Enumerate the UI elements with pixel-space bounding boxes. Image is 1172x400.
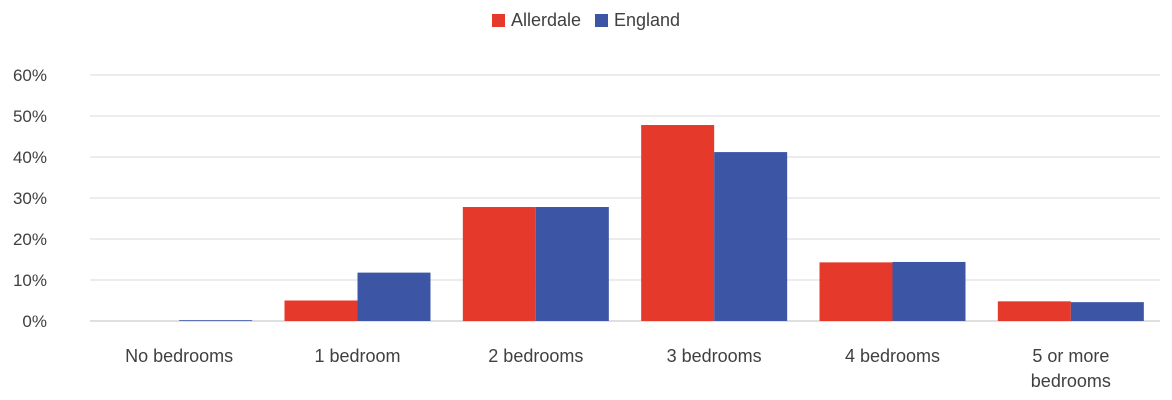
bar-allerdale xyxy=(462,207,536,321)
bar-allerdale xyxy=(641,125,715,322)
bar-england xyxy=(357,272,431,321)
bar-england xyxy=(714,152,788,321)
x-tick-label: No bedrooms xyxy=(125,346,233,366)
bar-allerdale xyxy=(819,262,893,321)
y-tick-label: 60% xyxy=(13,66,47,85)
bar-allerdale xyxy=(997,301,1071,321)
legend-item-england: England xyxy=(594,10,681,31)
bar-allerdale xyxy=(284,300,358,321)
bar-england xyxy=(179,320,253,321)
y-tick-label: 20% xyxy=(13,230,47,249)
legend-swatch-england xyxy=(594,14,608,27)
x-tick-label: 3 bedrooms xyxy=(667,346,762,366)
legend: Allerdale England xyxy=(0,10,1172,31)
bar-england xyxy=(1070,302,1144,321)
legend-swatch-allerdale xyxy=(491,14,505,27)
y-tick-label: 0% xyxy=(22,312,47,331)
x-tick-label: 4 bedrooms xyxy=(845,346,940,366)
x-tick-label: 2 bedrooms xyxy=(488,346,583,366)
bar-england xyxy=(892,261,966,321)
legend-label-allerdale: Allerdale xyxy=(510,10,581,30)
y-tick-label: 50% xyxy=(13,107,47,126)
y-tick-label: 10% xyxy=(13,271,47,290)
x-tick-label: 5 or more xyxy=(1032,346,1109,366)
x-tick-label: 1 bedroom xyxy=(314,346,400,366)
bar-england xyxy=(535,207,609,321)
y-tick-label: 30% xyxy=(13,189,47,208)
y-tick-label: 40% xyxy=(13,148,47,167)
x-tick-label: bedrooms xyxy=(1031,371,1111,391)
legend-label-england: England xyxy=(613,10,681,30)
legend-item-allerdale: Allerdale xyxy=(491,10,581,31)
